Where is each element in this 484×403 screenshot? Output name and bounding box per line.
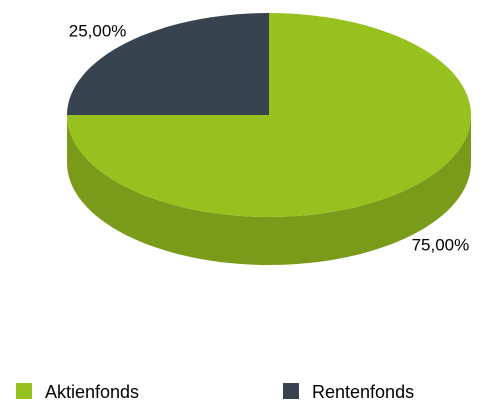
data-label: 25,00%: [69, 22, 127, 41]
legend-label: Rentenfonds: [312, 382, 414, 402]
data-label: 75,00%: [412, 235, 470, 254]
legend-swatch: [16, 383, 32, 399]
slice: [67, 13, 269, 115]
legend-swatch: [283, 383, 299, 399]
legend-label: Aktienfonds: [45, 382, 139, 402]
slice-side: [67, 115, 471, 265]
